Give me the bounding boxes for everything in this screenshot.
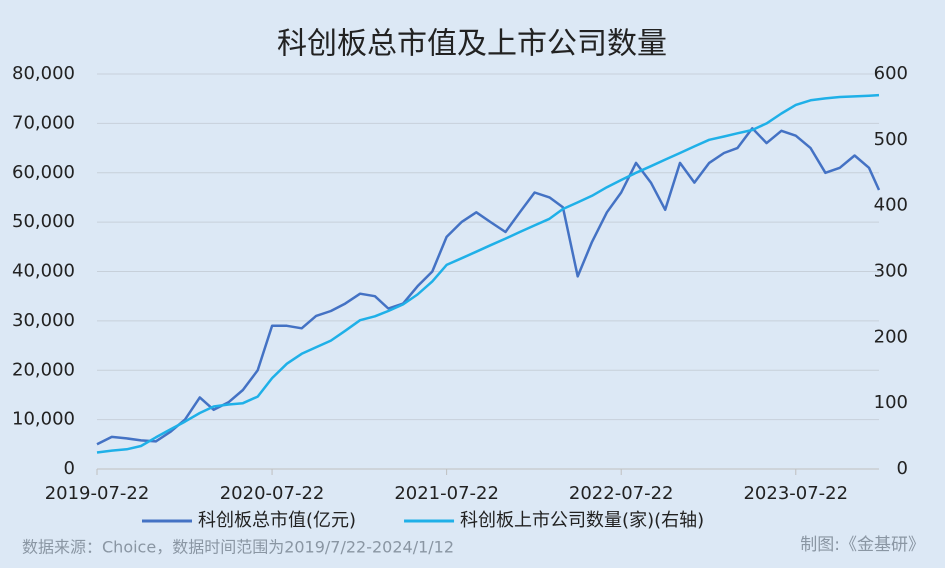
y-tick-label: 0	[64, 458, 75, 479]
y2-tick-label: 400	[874, 195, 908, 216]
y-tick-label: 30,000	[12, 310, 75, 331]
y-tick-label: 80,000	[12, 63, 75, 84]
x-tick-label: 2022-07-22	[569, 483, 674, 504]
series-line	[96, 127, 881, 446]
y2-tick-label: 500	[874, 129, 908, 150]
y-tick-label: 10,000	[12, 409, 75, 430]
legend-label: 科创板上市公司数量(家)(右轴)	[460, 510, 704, 531]
source-note: 数据来源：Choice，数据时间范围为2019/7/22-2024/1/12	[22, 538, 454, 557]
y2-tick-label: 0	[897, 458, 908, 479]
y-tick-label: 20,000	[12, 359, 75, 380]
chart-title: 科创板总市值及上市公司数量	[277, 27, 667, 62]
credit: 制图:《金基研》	[800, 535, 925, 555]
y2-tick-label: 300	[874, 261, 908, 282]
y-tick-label: 40,000	[12, 261, 75, 282]
x-tick-label: 2019-07-22	[45, 483, 150, 504]
x-tick-label: 2023-07-22	[743, 483, 848, 504]
y-tick-label: 50,000	[12, 211, 75, 232]
series-line	[96, 93, 880, 454]
y-tick-label: 70,000	[12, 112, 75, 133]
legend-label: 科创板总市值(亿元)	[198, 510, 356, 531]
x-tick-label: 2021-07-22	[394, 483, 499, 504]
x-tick-label: 2020-07-22	[220, 483, 325, 504]
y2-tick-label: 100	[874, 392, 908, 413]
y2-tick-label: 200	[874, 326, 908, 347]
y-tick-label: 60,000	[12, 162, 75, 183]
y2-tick-label: 600	[874, 63, 908, 84]
